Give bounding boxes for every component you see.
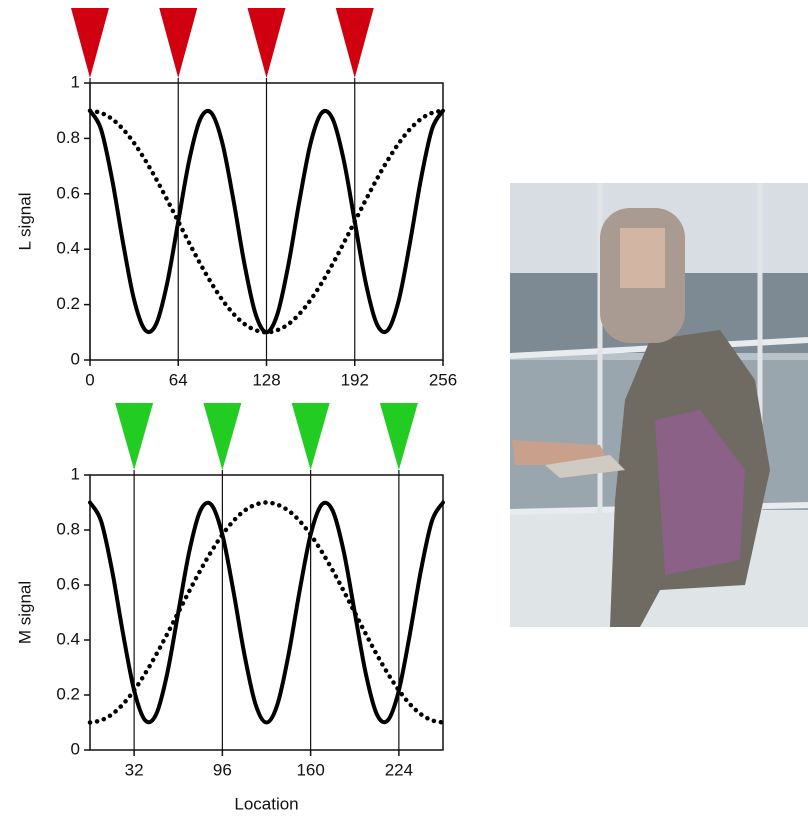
y-tick-label: 0.6 [56, 574, 80, 593]
x-tick-label: 160 [296, 760, 324, 779]
y-tick-label: 0.4 [56, 629, 80, 648]
series-line [87, 108, 446, 335]
y-tick-label: 0.6 [56, 183, 80, 202]
series-line [88, 500, 445, 725]
marker-triangle [291, 403, 330, 470]
x-tick-label: 32 [125, 760, 144, 779]
x-tick-label: 64 [169, 370, 188, 389]
marker-triangle [159, 8, 198, 78]
marker-triangle [203, 403, 242, 470]
jacket-pattern [655, 410, 745, 575]
y-tick-label: 0.8 [56, 519, 80, 538]
charts: 0 0.2 0.4 0.6 0.8 1 0 64 128 192 256 L signal 0 0.2 0.… [15, 8, 457, 813]
marker-triangle [335, 8, 374, 78]
series-line [88, 108, 445, 335]
papers [545, 455, 625, 478]
x-tick-label: 224 [385, 760, 413, 779]
marker-triangle [379, 403, 418, 470]
x-tick-label: 128 [252, 370, 280, 389]
x-axis-label: Location [234, 794, 298, 813]
x-tick-label: 256 [429, 370, 457, 389]
y-tick-label: 0.8 [56, 128, 80, 147]
y-tick-label: 0.2 [56, 294, 80, 313]
y-tick-label: 0 [71, 349, 80, 368]
pixelated-face [620, 228, 665, 288]
y-tick-label: 0.2 [56, 684, 80, 703]
y-axis-label: M signal [15, 581, 34, 644]
photo [509, 183, 808, 627]
series-line [87, 500, 446, 725]
x-tick-label: 96 [213, 760, 232, 779]
x-tick-label: 0 [85, 370, 94, 389]
marker-triangle [247, 8, 286, 78]
x-tick-label: 192 [341, 370, 369, 389]
plot-frame [89, 474, 444, 751]
y-tick-label: 1 [71, 464, 80, 483]
y-tick-label: 0 [71, 739, 80, 758]
y-axis-label: L signal [15, 193, 34, 251]
marker-triangle [115, 403, 154, 470]
y-tick-label: 1 [71, 72, 80, 91]
marker-triangle [71, 8, 109, 78]
y-tick-label: 0.4 [56, 239, 80, 258]
arm [512, 440, 610, 465]
